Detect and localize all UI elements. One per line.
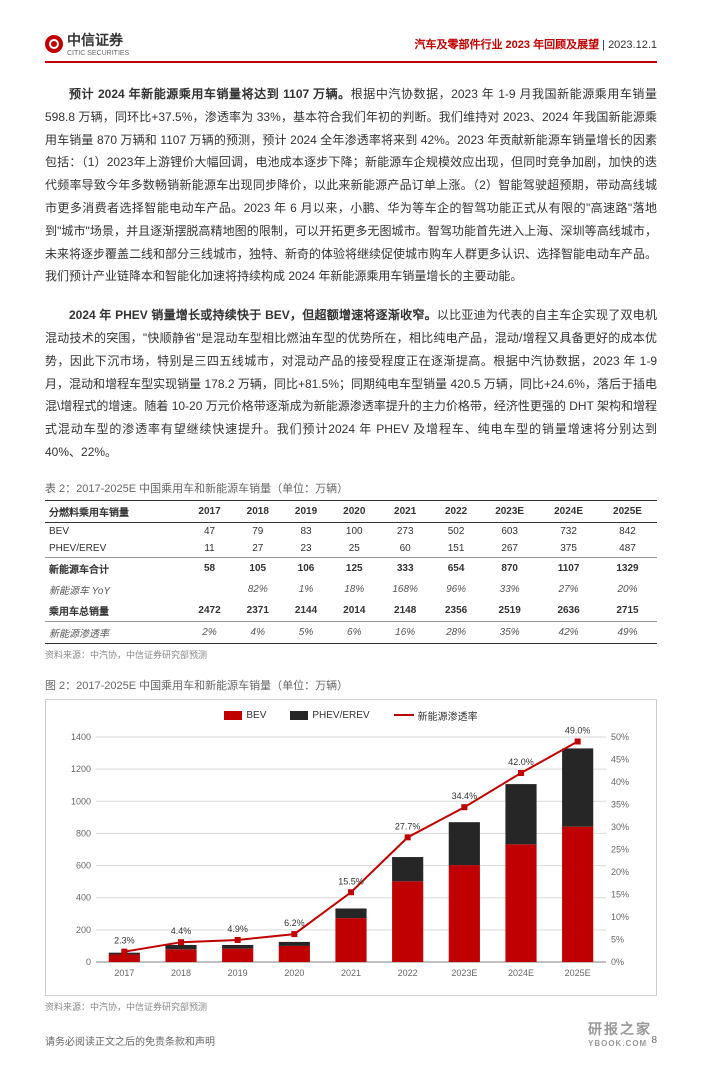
svg-text:2022: 2022 [398,968,418,978]
paragraph-2: 2024 年 PHEV 销量增长或持续快于 BEV，但超额增速将逐渐收窄。以比亚… [45,304,657,464]
legend-line: 新能源渗透率 [394,708,478,723]
header-right: 汽车及零部件行业 2023 年回顾及展望 | 2023.12.1 [414,36,657,52]
svg-text:30%: 30% [611,822,629,832]
svg-text:20%: 20% [611,867,629,877]
svg-text:200: 200 [76,925,91,935]
svg-text:45%: 45% [611,754,629,764]
table-row: 新能源渗透率2%4%5%6%16%28%35%42%49% [45,621,657,643]
svg-text:4.4%: 4.4% [171,926,192,936]
legend-phev-swatch [290,711,308,720]
svg-text:2017: 2017 [114,968,134,978]
legend-line-label: 新能源渗透率 [418,708,478,723]
svg-text:2024E: 2024E [508,968,534,978]
citic-logo-icon [45,35,63,53]
svg-text:1200: 1200 [71,764,91,774]
logo-subtitle: CITIC SECURITIES [67,50,129,57]
watermark: 研报之家 YBOOK.COM [588,1019,652,1048]
svg-text:0: 0 [86,957,91,967]
table2-caption: 表 2：2017-2025E 中国乘用车和新能源车销量（单位：万辆） [45,480,657,496]
p2-lead: 2024 年 PHEV 销量增长或持续快于 BEV，但超额增速将逐渐收窄。 [69,308,437,322]
svg-text:2023E: 2023E [451,968,477,978]
table-header: 2023E [480,500,539,522]
table-header: 2019 [282,500,330,522]
svg-text:42.0%: 42.0% [508,757,534,767]
svg-text:2020: 2020 [284,968,304,978]
legend-bev-label: BEV [246,710,266,721]
svg-text:5%: 5% [611,934,624,944]
table-header: 2017 [185,500,233,522]
svg-text:600: 600 [76,860,91,870]
table-header: 2018 [234,500,282,522]
svg-text:2021: 2021 [341,968,361,978]
svg-text:49.0%: 49.0% [565,727,591,736]
chart2-container: BEV PHEV/EREV 新能源渗透率 0 200 400 600 800 1000 12… [45,699,657,996]
svg-text:50%: 50% [611,732,629,742]
legend-line-swatch [394,714,414,716]
svg-text:15%: 15% [611,889,629,899]
svg-text:0%: 0% [611,957,624,967]
table-row: BEV477983100273502603732842 [45,522,657,540]
legend-bev: BEV [224,708,266,723]
table-row: 新能源车合计5810510612533365487011071329 [45,557,657,579]
svg-text:25%: 25% [611,844,629,854]
p1-body: 根据中汽协数据，2023 年 1-9 月我国新能源乘用车销量 598.8 万辆，… [45,87,657,283]
svg-text:40%: 40% [611,777,629,787]
svg-text:6.2%: 6.2% [284,918,305,928]
chart2-source: 资料来源：中汽协，中信证券研究部预测 [45,1000,657,1013]
table-header: 分燃料乘用车销量 [45,500,185,522]
legend-phev-label: PHEV/EREV [312,710,369,721]
report-date: | 2023.12.1 [602,39,657,51]
table-header: 2020 [330,500,378,522]
svg-text:15.5%: 15.5% [338,876,364,886]
chart2-legend: BEV PHEV/EREV 新能源渗透率 [54,708,648,723]
svg-text:2.3%: 2.3% [114,935,135,945]
svg-text:400: 400 [76,892,91,902]
svg-text:10%: 10% [611,912,629,922]
legend-bev-swatch [224,711,242,720]
chart2-svg: 0 200 400 600 800 1000 1200 1400 0% 5% 10% 15% 20% 25… [54,727,648,987]
svg-text:800: 800 [76,828,91,838]
chart2-caption: 图 2：2017-2025E 中国乘用车和新能源车销量（单位：万辆） [45,677,657,693]
svg-text:4.9%: 4.9% [227,924,248,934]
table-header: 2021 [378,500,432,522]
disclaimer: 请务必阅读正文之后的免责条款和声明 [45,1033,215,1048]
table-row: 新能源车 YoY82%1%18%168%96%33%27%20% [45,579,657,600]
svg-text:2018: 2018 [171,968,191,978]
svg-text:2025E: 2025E [565,968,591,978]
table-header: 2025E [598,500,657,522]
svg-text:34.4%: 34.4% [452,791,478,801]
logo: 中信证券 CITIC SECURITIES [45,30,129,57]
page-header: 中信证券 CITIC SECURITIES 汽车及零部件行业 2023 年回顾及… [45,30,657,63]
table-row: 乘用车总销量2472237121442014214823562519263627… [45,600,657,622]
page-footer: 请务必阅读正文之后的免责条款和声明 8 [45,1033,657,1048]
page-number: 8 [651,1035,657,1046]
table2: 分燃料乘用车销量2017201820192020202120222023E202… [45,500,657,644]
table2-source: 资料来源：中汽协，中信证券研究部预测 [45,648,657,661]
table-header: 2024E [539,500,598,522]
svg-text:35%: 35% [611,799,629,809]
svg-text:27.7%: 27.7% [395,821,421,831]
legend-phev: PHEV/EREV [290,708,369,723]
svg-text:1000: 1000 [71,796,91,806]
p2-body: 以比亚迪为代表的自主车企实现了双电机混动技术的突围，"快顺静省"是混动车型相比燃… [45,308,657,459]
svg-text:1400: 1400 [71,732,91,742]
table-header: 2022 [432,500,480,522]
report-title: 汽车及零部件行业 2023 年回顾及展望 [414,39,599,51]
svg-text:2019: 2019 [228,968,248,978]
logo-text: 中信证券 [67,32,123,48]
p1-lead: 预计 2024 年新能源乘用车销量将达到 1107 万辆。 [69,87,351,101]
paragraph-1: 预计 2024 年新能源乘用车销量将达到 1107 万辆。根据中汽协数据，202… [45,83,657,288]
table-row: PHEV/EREV1127232560151267375487 [45,540,657,558]
